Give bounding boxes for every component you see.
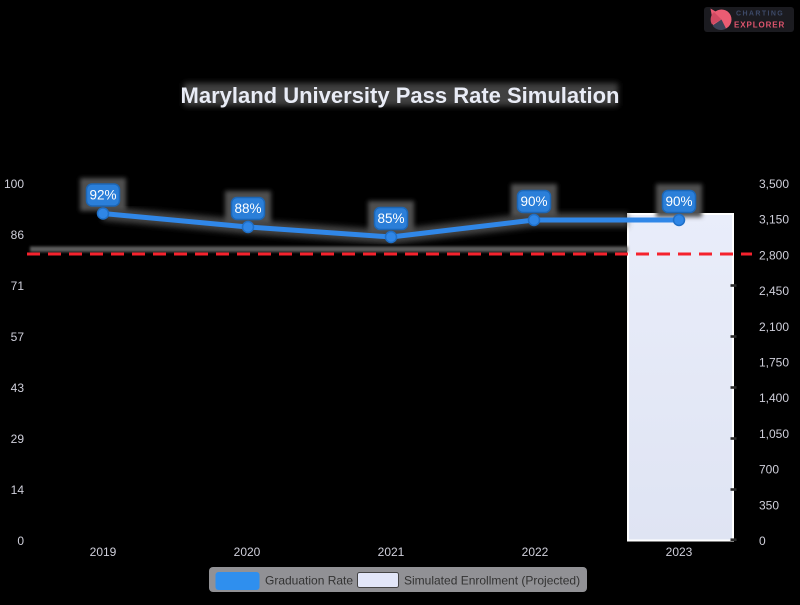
svg-text:1,050: 1,050 [759, 427, 789, 441]
svg-text:3,150: 3,150 [759, 213, 789, 227]
svg-text:0: 0 [759, 534, 766, 548]
svg-text:1,750: 1,750 [759, 356, 789, 370]
svg-text:2,800: 2,800 [759, 248, 789, 262]
svg-text:90%: 90% [520, 194, 547, 209]
svg-text:1,400: 1,400 [759, 391, 789, 405]
svg-text:3,500: 3,500 [759, 177, 789, 191]
svg-text:14: 14 [11, 483, 25, 497]
svg-text:43: 43 [11, 381, 25, 395]
svg-text:29: 29 [11, 432, 25, 446]
svg-text:85%: 85% [377, 211, 404, 226]
svg-text:Graduation Rate: Graduation Rate [265, 574, 353, 588]
svg-text:2020: 2020 [234, 545, 261, 559]
svg-text:0: 0 [17, 534, 24, 548]
svg-text:86: 86 [11, 228, 25, 242]
svg-text:2,450: 2,450 [759, 284, 789, 298]
svg-text:Maryland University Pass Rate: Maryland University Pass Rate Simulation [181, 83, 620, 108]
svg-text:100: 100 [4, 177, 24, 191]
svg-text:90%: 90% [665, 194, 692, 209]
svg-text:Simulated Enrollment (Projecte: Simulated Enrollment (Projected) [404, 574, 580, 588]
svg-text:2022: 2022 [522, 545, 549, 559]
svg-text:2021: 2021 [378, 545, 405, 559]
svg-text:88%: 88% [234, 201, 261, 216]
svg-text:2023: 2023 [666, 545, 693, 559]
svg-text:71: 71 [11, 279, 25, 293]
svg-text:CHARTING: CHARTING [736, 11, 784, 18]
svg-text:350: 350 [759, 498, 779, 512]
svg-text:EXPLORER: EXPLORER [734, 21, 785, 30]
svg-text:2,100: 2,100 [759, 320, 789, 334]
svg-text:700: 700 [759, 463, 779, 477]
svg-text:2019: 2019 [90, 545, 117, 559]
svg-text:92%: 92% [89, 188, 116, 203]
svg-text:57: 57 [11, 330, 25, 344]
